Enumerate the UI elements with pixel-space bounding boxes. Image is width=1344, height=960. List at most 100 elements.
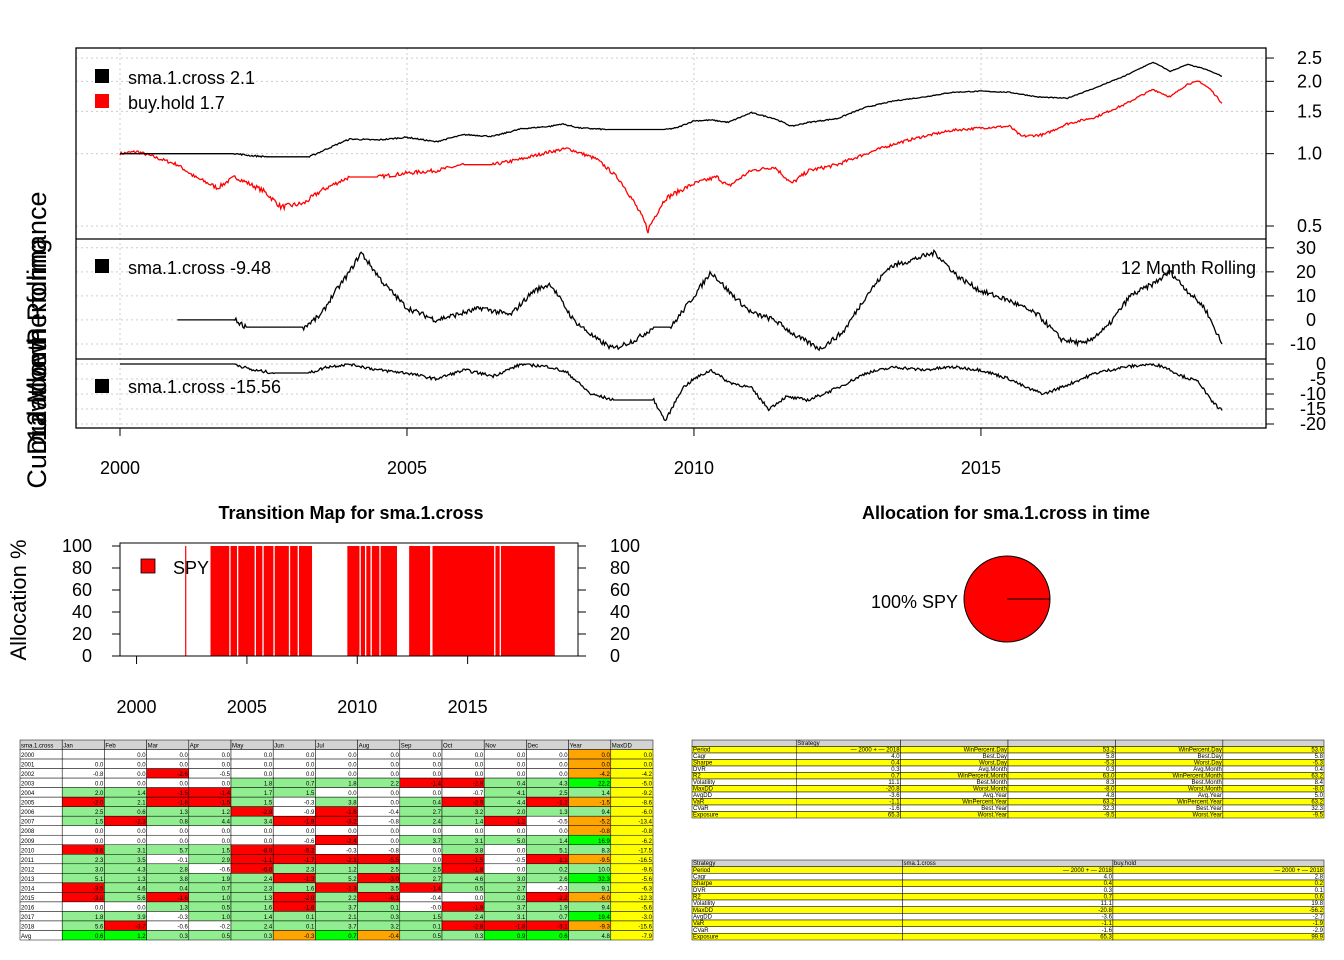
monthly-value: 0.4 xyxy=(179,886,188,892)
monthly-value: 5.6 xyxy=(95,924,104,930)
monthly-value: 4.3 xyxy=(559,782,568,788)
monthly-value: 0.0 xyxy=(179,839,188,845)
stats-value: Avg.Year xyxy=(983,793,1007,799)
monthly-value: -3.0 xyxy=(388,877,399,883)
monthly-row-label: 2000 xyxy=(21,753,35,759)
monthly-value: 2.3 xyxy=(95,858,104,864)
monthly-value: 3.5 xyxy=(390,886,399,892)
monthly-value: 9.1 xyxy=(601,886,610,892)
monthly-value: -7.9 xyxy=(642,934,653,940)
monthly-value: 0.0 xyxy=(222,839,231,845)
allocation-gap xyxy=(254,546,256,656)
ylabel-allocation: Allocation % xyxy=(6,539,31,660)
stats-cell xyxy=(1007,746,1116,754)
monthly-value: 1.5 xyxy=(222,848,231,854)
monthly-value: 0.1 xyxy=(390,905,399,911)
monthly-value: 0.0 xyxy=(475,772,484,778)
monthly-value: -2.8 xyxy=(473,924,484,930)
monthly-value: -0.5 xyxy=(220,772,231,778)
monthly-value: -1.3 xyxy=(304,877,315,883)
stats-value: 32.3 xyxy=(1311,806,1323,812)
monthly-value: 1.3 xyxy=(179,810,188,816)
stats-value: — 2000 + — 2018 xyxy=(851,748,901,754)
stats-value: -1.9 xyxy=(1313,921,1324,927)
monthly-value: 3.9 xyxy=(137,915,146,921)
monthly-value: 4.4 xyxy=(517,801,526,807)
stats-row-label: VaR xyxy=(693,921,705,927)
stats-value: 2.8 xyxy=(1315,875,1324,881)
alloc-ytick-label-right: 80 xyxy=(610,558,630,578)
stats-value: Best.Year xyxy=(981,806,1007,812)
monthly-value: 4.8 xyxy=(601,934,610,940)
monthly-value: 3.4 xyxy=(264,820,273,826)
stats-header-label: buy.hold xyxy=(1114,861,1136,867)
monthly-value: 0.9 xyxy=(517,934,526,940)
monthly-value: 2.7 xyxy=(517,886,526,892)
monthly-value: -1.9 xyxy=(473,905,484,911)
monthly-value: 0.0 xyxy=(137,753,146,759)
monthly-value: 0.5 xyxy=(222,934,231,940)
ylabel-performance: Cumulative Performance xyxy=(22,191,52,488)
stats-cell xyxy=(691,798,797,806)
monthly-value: 8.3 xyxy=(601,848,610,854)
monthly-value: -2.0 xyxy=(304,896,315,902)
monthly-value: 1.8 xyxy=(264,782,273,788)
monthly-value: 0.0 xyxy=(264,772,273,778)
monthly-value: -1.5 xyxy=(599,801,610,807)
monthly-value: -0.8 xyxy=(599,829,610,835)
ylabel-rolling: 12 Month Rolling xyxy=(22,239,52,442)
stats-cell xyxy=(1112,926,1325,934)
monthly-value: -0.4 xyxy=(388,934,399,940)
monthly-value: 1.2 xyxy=(137,934,146,940)
monthly-value: 0.0 xyxy=(433,858,442,864)
monthly-row-label: Avg xyxy=(21,934,31,940)
monthly-value: 3.8 xyxy=(179,877,188,883)
monthly-value: -0.8 xyxy=(642,829,653,835)
stats-cell xyxy=(1222,804,1325,812)
monthly-value: -6.2 xyxy=(642,839,653,845)
stats-value: 63.0 xyxy=(1103,774,1115,780)
monthly-value: 2.5 xyxy=(559,791,568,797)
allocation-gap xyxy=(379,546,381,656)
monthly-value: 0.0 xyxy=(475,753,484,759)
monthly-value: 0.0 xyxy=(475,763,484,769)
monthly-header-label: Jun xyxy=(274,744,284,750)
stats-cell xyxy=(691,879,903,887)
stats-row-label: Sharpe xyxy=(693,881,713,887)
stats-value: 4.8 xyxy=(1106,793,1115,799)
monthly-value: 0.0 xyxy=(95,839,104,845)
perf-frame xyxy=(75,47,1267,429)
monthly-value: 4.4 xyxy=(222,820,231,826)
monthly-value: 2.4 xyxy=(433,820,442,826)
monthly-value: -1.8 xyxy=(473,867,484,873)
stats-cell xyxy=(1112,899,1325,907)
monthly-value: -4.2 xyxy=(599,772,610,778)
monthly-header-label: MaxDD xyxy=(612,744,633,750)
allocation-gap xyxy=(431,546,433,656)
monthly-value: 0.0 xyxy=(348,772,357,778)
monthly-value: -3.0 xyxy=(642,915,653,921)
monthly-row-label: 2015 xyxy=(21,896,35,902)
monthly-value: 16.9 xyxy=(598,839,610,845)
monthly-value: 2.1 xyxy=(348,915,357,921)
monthly-value: 0.0 xyxy=(95,782,104,788)
monthly-value: 3.0 xyxy=(95,867,104,873)
monthly-value: 0.7 xyxy=(559,915,568,921)
stats-value: WinPercent.Month xyxy=(1173,774,1222,780)
stats-value: Best.Month xyxy=(1192,780,1222,786)
monthly-value: 0.0 xyxy=(306,753,315,759)
stats-value: 53.0 xyxy=(1311,748,1323,754)
monthly-value: 0.1 xyxy=(306,924,315,930)
monthly-value: -4.2 xyxy=(642,772,653,778)
monthly-value: -0.8 xyxy=(388,820,399,826)
monthly-row-label: 2009 xyxy=(21,839,35,845)
allocation-bar xyxy=(409,546,555,656)
stats-value: 0.4 xyxy=(891,761,900,767)
monthly-value: 1.4 xyxy=(601,791,610,797)
monthly-value: 1.5 xyxy=(433,915,442,921)
monthly-value: 1.5 xyxy=(95,820,104,826)
monthly-value: 0.7 xyxy=(222,886,231,892)
monthly-value: -0.2 xyxy=(220,924,231,930)
monthly-value: 1.4 xyxy=(137,791,146,797)
stats-value: -1.6 xyxy=(889,806,900,812)
